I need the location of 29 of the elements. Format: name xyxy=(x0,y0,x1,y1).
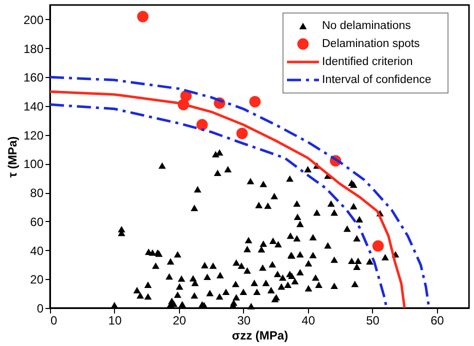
legend-label: Interval of confidence xyxy=(322,74,432,86)
y-tick-label: 180 xyxy=(23,42,44,56)
y-tick-label: 20 xyxy=(30,272,44,287)
legend-label: Delamination spots xyxy=(322,38,420,50)
point xyxy=(196,119,208,130)
y-tick-label: 160 xyxy=(23,70,44,85)
y-tick-label: 140 xyxy=(23,100,44,114)
y-tick-label: 80 xyxy=(30,186,44,200)
y-tick-label: 40 xyxy=(30,244,44,258)
x-tick-label: 10 xyxy=(108,314,122,328)
point xyxy=(249,96,261,108)
y-tick-label: 60 xyxy=(30,214,44,229)
legend-label: Identified criterion xyxy=(322,56,413,68)
y-tick-label: 0 xyxy=(36,302,44,316)
x-axis-title: σzz (MPa) xyxy=(232,328,288,342)
point xyxy=(137,10,149,22)
x-tick-label: 20 xyxy=(172,314,186,328)
x-tick-label: 30 xyxy=(237,314,251,328)
x-tick-label: 60 xyxy=(430,314,444,328)
point xyxy=(236,128,248,140)
x-tick-label: 40 xyxy=(302,314,316,328)
x-tick-label: 0 xyxy=(50,314,58,328)
y-tick-label: 100 xyxy=(23,157,44,172)
x-tick-label: 50 xyxy=(366,314,380,328)
point xyxy=(372,240,384,252)
y-axis-title: τ (MPa) xyxy=(5,136,20,178)
legend-label: No delaminations xyxy=(322,20,412,32)
y-tick-label: 200 xyxy=(23,12,44,27)
y-tick-label: 120 xyxy=(23,128,44,142)
